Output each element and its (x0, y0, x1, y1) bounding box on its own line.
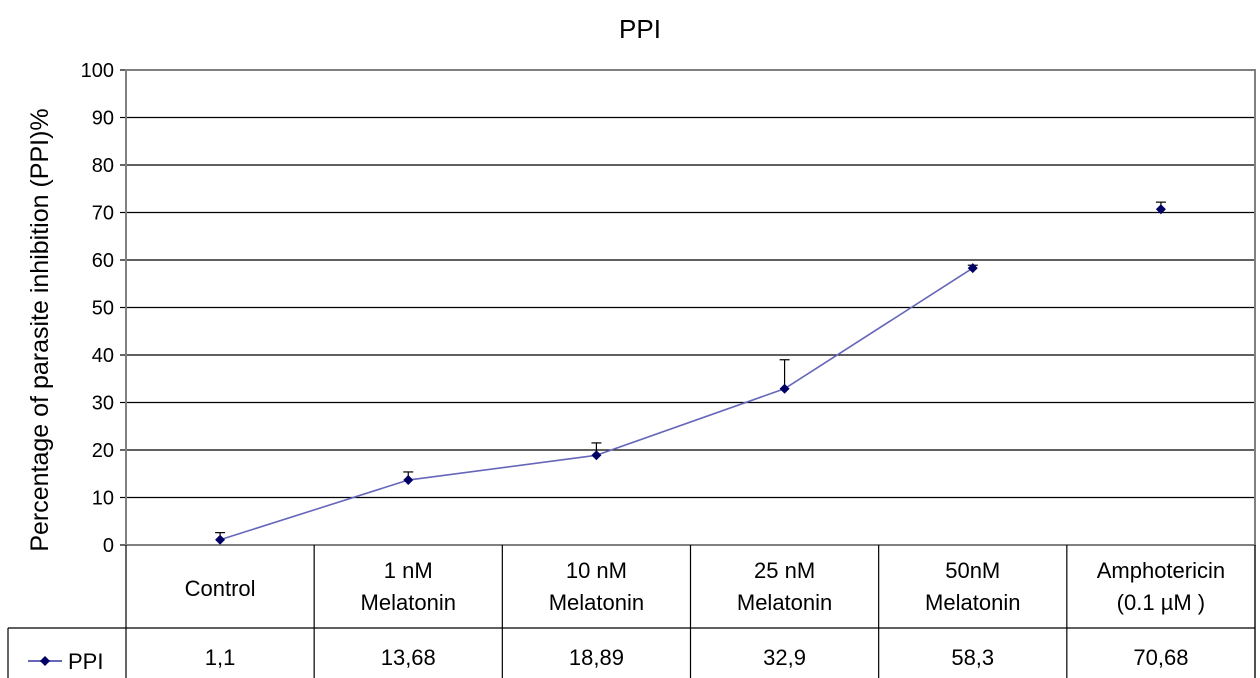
y-tick-label: 100 (81, 60, 114, 82)
data-point (591, 450, 602, 461)
data-table: Control 1 nM Melatonin 10 nM Melatonin 25 nM M… (7, 545, 1256, 678)
data-point (215, 534, 226, 545)
y-tick-label: 10 (92, 488, 114, 510)
x-category-label: 25 nM (754, 558, 815, 583)
data-points (215, 204, 1166, 545)
y-tick-label: 50 (92, 298, 114, 320)
series-line-segment (219, 479, 409, 541)
x-category-label: 50nM (945, 558, 1000, 583)
data-table-value: 70,68 (1133, 645, 1188, 670)
data-table-value: 13,68 (381, 645, 436, 670)
y-tick-label: 40 (92, 345, 114, 367)
y-tick-label: 70 (92, 203, 114, 225)
gridlines (120, 69, 1255, 546)
x-category-label: Melatonin (549, 590, 644, 615)
data-point (779, 383, 790, 394)
series-line-segment (408, 454, 597, 481)
data-table-value: 32,9 (763, 645, 806, 670)
legend-label: PPI (68, 649, 103, 674)
y-tick-label: 60 (92, 250, 114, 272)
x-category-label: Melatonin (737, 590, 832, 615)
x-category-label: Melatonin (361, 590, 456, 615)
data-point (403, 475, 414, 486)
legend: PPI (28, 649, 103, 674)
y-tick-label: 80 (92, 155, 114, 177)
y-tick-label: 90 (92, 108, 114, 130)
chart-title: PPI (619, 14, 661, 44)
x-category-label: 10 nM (566, 558, 627, 583)
series-line-segment (784, 267, 974, 390)
x-category-label: Melatonin (925, 590, 1020, 615)
y-tick-label: 0 (103, 535, 114, 557)
data-table-value: 18,89 (569, 645, 624, 670)
data-point (967, 263, 978, 274)
x-category-label: Control (185, 576, 256, 601)
x-category-label: (0.1 µM ) (1117, 590, 1205, 615)
data-table-value: 58,3 (951, 645, 994, 670)
y-tick-label: 20 (92, 440, 114, 462)
x-category-label: 1 nM (384, 558, 433, 583)
error-bars (215, 201, 1166, 540)
y-axis-label: Percentage of parasite inhibition (PPI)% (26, 108, 54, 551)
data-point (1155, 204, 1166, 215)
series-line-segment (596, 387, 785, 457)
legend-marker-icon (40, 656, 50, 666)
data-table-value: 1,1 (205, 645, 236, 670)
x-category-label: Amphotericin (1097, 558, 1225, 583)
series-lines (219, 267, 974, 541)
y-tick-label: 30 (92, 393, 114, 415)
y-tick-labels: 0 10 20 30 40 50 60 70 80 90 100 (81, 60, 114, 557)
